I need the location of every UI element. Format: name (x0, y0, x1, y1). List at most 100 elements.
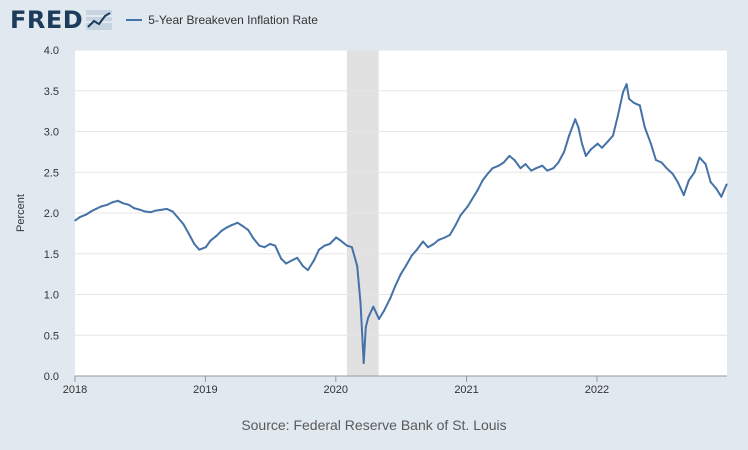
data-point (720, 195, 723, 198)
data-point (258, 244, 261, 247)
data-point (378, 317, 381, 320)
data-point (95, 207, 98, 210)
data-point (432, 242, 435, 245)
data-point (247, 229, 250, 232)
y-tick-label: 3.5 (44, 86, 59, 98)
data-point (296, 256, 299, 259)
data-point (204, 246, 207, 249)
data-point (127, 203, 130, 206)
data-point (285, 262, 288, 265)
data-point (209, 239, 212, 242)
data-point (513, 159, 516, 162)
data-point (154, 209, 157, 212)
data-point (198, 248, 201, 251)
data-point (345, 244, 348, 247)
data-point (524, 163, 527, 166)
data-point (600, 146, 603, 149)
data-point (519, 167, 522, 170)
data-point (335, 236, 338, 239)
data-point (79, 216, 82, 219)
data-point (665, 167, 668, 170)
line-chart: 0.0 0.5 1.0 1.5 2.0 2.5 3.0 3.5 4.0 2018 2019 2020 2… (15, 45, 728, 396)
y-tick-label: 3.0 (44, 127, 59, 139)
data-point (132, 207, 135, 210)
data-point (306, 269, 309, 272)
data-point (491, 167, 494, 170)
data-point (116, 199, 119, 202)
data-point (328, 242, 331, 245)
y-tick-label: 4.0 (44, 45, 59, 57)
data-point (698, 156, 701, 159)
y-tick-label: 0.0 (44, 371, 59, 383)
data-point (426, 246, 429, 249)
data-point (568, 134, 571, 137)
data-point (577, 126, 580, 129)
header: FRED 5-Year Breakeven Inflation Rate (10, 6, 318, 34)
data-point (715, 187, 718, 190)
data-point (633, 101, 636, 104)
data-point (291, 259, 294, 262)
line-chart-icon (86, 10, 113, 30)
data-point (459, 214, 462, 217)
data-point (182, 223, 185, 226)
data-point (612, 134, 615, 137)
data-point (313, 259, 316, 262)
data-point (230, 224, 233, 227)
data-point (660, 161, 663, 164)
data-point (676, 181, 679, 184)
data-point (607, 140, 610, 143)
data-point (725, 183, 728, 186)
data-point (704, 163, 707, 166)
data-point (149, 211, 152, 214)
data-point (580, 142, 583, 145)
x-tick-label: 2021 (454, 384, 478, 396)
data-point (546, 169, 549, 172)
data-point (557, 161, 560, 164)
data-point (121, 202, 124, 205)
data-point (693, 171, 696, 174)
data-point (643, 126, 646, 129)
data-point (280, 257, 283, 260)
data-point (502, 161, 505, 164)
data-point (535, 167, 538, 170)
data-point (584, 154, 587, 157)
legend-series-label: 5-Year Breakeven Inflation Rate (148, 13, 318, 27)
data-point (508, 154, 511, 157)
data-point (481, 179, 484, 182)
data-point (466, 205, 469, 208)
data-point (394, 285, 397, 288)
data-point (165, 207, 168, 210)
y-tick-label: 2.5 (44, 167, 59, 179)
data-point (318, 248, 321, 251)
fred-logo[interactable]: FRED (10, 6, 84, 34)
data-point (236, 221, 239, 224)
data-point (100, 205, 103, 208)
data-point (225, 226, 228, 229)
data-point (367, 316, 370, 319)
x-tick-label: 2022 (585, 384, 609, 396)
data-point (90, 210, 93, 213)
data-point (106, 203, 109, 206)
data-point (596, 142, 599, 145)
data-point (356, 264, 359, 267)
data-point (74, 219, 77, 222)
data-point (176, 216, 179, 219)
data-point (443, 236, 446, 239)
data-point (252, 237, 255, 240)
data-point (187, 232, 190, 235)
data-point (383, 309, 386, 312)
data-point (410, 254, 413, 257)
data-point (563, 150, 566, 153)
y-axis-label: Percent (15, 194, 27, 232)
data-point (486, 172, 489, 175)
y-tick-label: 0.5 (44, 330, 59, 342)
data-point (530, 169, 533, 172)
data-point (448, 234, 451, 237)
data-point (687, 179, 690, 182)
data-point (454, 224, 457, 227)
data-point (671, 172, 674, 175)
data-point (415, 248, 418, 251)
data-point (359, 301, 362, 304)
data-point (476, 189, 479, 192)
y-tick-label: 2.0 (44, 208, 59, 220)
